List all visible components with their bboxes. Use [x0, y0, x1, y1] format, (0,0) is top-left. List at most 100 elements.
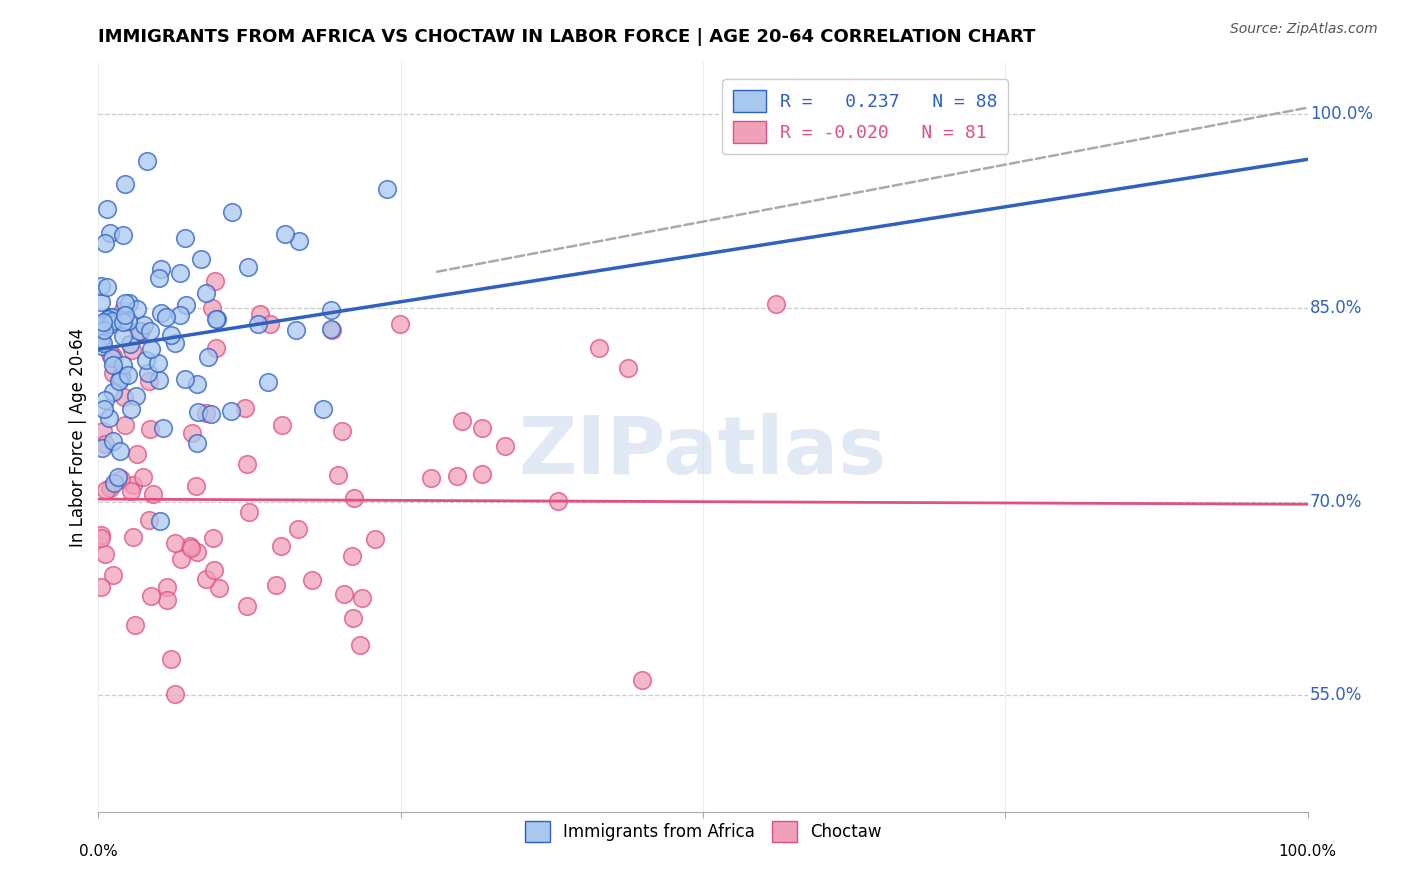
Point: [148, 373, 170, 387]
Point: [110, 443, 132, 458]
Point: [547, 494, 569, 508]
Text: 100.0%: 100.0%: [1310, 105, 1374, 123]
Point: [208, 581, 231, 595]
Point: [142, 487, 165, 501]
Point: [121, 343, 143, 357]
Point: [97, 411, 120, 425]
Point: [451, 414, 474, 428]
Point: [103, 384, 125, 399]
Point: [103, 475, 125, 490]
Point: [117, 368, 139, 383]
Point: [200, 407, 222, 421]
Point: [100, 317, 122, 331]
Point: [156, 593, 179, 607]
Point: [90, 294, 112, 309]
Y-axis label: In Labor Force | Age 20-64: In Labor Force | Age 20-64: [69, 327, 87, 547]
Point: [98, 226, 121, 240]
Point: [94, 547, 117, 561]
Point: [259, 318, 281, 332]
Point: [235, 599, 257, 613]
Point: [202, 563, 225, 577]
Point: [270, 539, 292, 553]
Point: [195, 572, 218, 586]
Point: [186, 435, 208, 450]
Point: [201, 301, 224, 315]
Point: [148, 514, 170, 528]
Point: [100, 351, 122, 365]
Point: [342, 611, 364, 625]
Point: [97, 312, 120, 326]
Point: [101, 434, 124, 449]
Point: [238, 260, 260, 274]
Point: [190, 252, 212, 267]
Point: [91, 336, 114, 351]
Point: [150, 262, 173, 277]
Point: [364, 532, 387, 546]
Point: [136, 154, 159, 169]
Point: [93, 436, 115, 450]
Point: [98, 481, 121, 495]
Point: [221, 205, 243, 219]
Point: [287, 235, 309, 249]
Point: [125, 302, 148, 317]
Point: [616, 360, 638, 375]
Point: [233, 401, 256, 415]
Point: [98, 310, 121, 324]
Point: [159, 327, 181, 342]
Point: [326, 467, 349, 482]
Point: [184, 479, 207, 493]
Point: [110, 472, 132, 486]
Point: [122, 478, 145, 492]
Point: [180, 541, 202, 555]
Point: [108, 374, 131, 388]
Text: 85.0%: 85.0%: [1310, 299, 1362, 317]
Point: [110, 369, 132, 384]
Text: ZIPatlas: ZIPatlas: [519, 413, 887, 491]
Point: [186, 545, 208, 559]
Point: [118, 295, 141, 310]
Point: [125, 389, 148, 403]
Point: [111, 358, 134, 372]
Point: [765, 297, 787, 311]
Text: 55.0%: 55.0%: [1310, 687, 1362, 705]
Point: [156, 580, 179, 594]
Point: [93, 323, 115, 337]
Point: [128, 324, 150, 338]
Point: [114, 309, 136, 323]
Point: [330, 424, 353, 438]
Point: [111, 303, 134, 318]
Point: [122, 530, 145, 544]
Point: [91, 315, 114, 329]
Point: [121, 483, 143, 498]
Point: [205, 311, 228, 326]
Point: [91, 339, 114, 353]
Point: [91, 424, 114, 438]
Point: [494, 439, 516, 453]
Point: [163, 536, 186, 550]
Point: [169, 308, 191, 322]
Legend: Immigrants from Africa, Choctaw: Immigrants from Africa, Choctaw: [517, 814, 889, 848]
Point: [195, 407, 218, 421]
Point: [340, 549, 363, 563]
Point: [204, 342, 226, 356]
Point: [333, 587, 356, 601]
Point: [343, 491, 366, 505]
Point: [249, 306, 271, 320]
Point: [155, 310, 177, 324]
Point: [271, 417, 294, 432]
Point: [124, 618, 146, 632]
Point: [103, 568, 125, 582]
Text: 100.0%: 100.0%: [1278, 844, 1337, 859]
Point: [96, 202, 118, 216]
Point: [631, 673, 654, 687]
Point: [132, 470, 155, 484]
Point: [204, 311, 226, 326]
Point: [349, 639, 371, 653]
Point: [90, 278, 112, 293]
Point: [446, 468, 468, 483]
Point: [135, 352, 157, 367]
Point: [471, 421, 494, 435]
Point: [118, 337, 141, 351]
Point: [96, 280, 118, 294]
Point: [169, 266, 191, 280]
